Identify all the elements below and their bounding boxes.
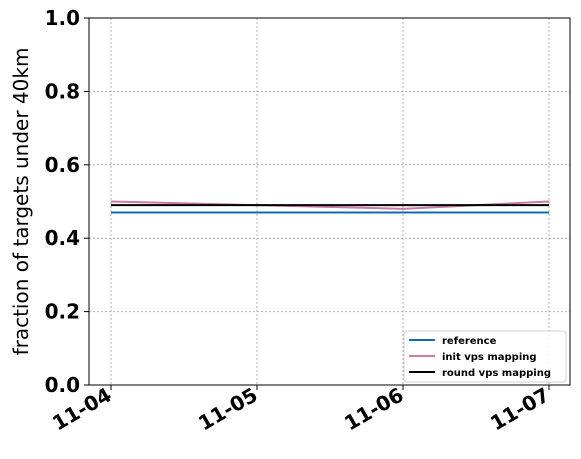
legend-box: [403, 330, 567, 383]
y-axis-label: fraction of targets under 40km: [9, 48, 33, 356]
legend-label: init vps mapping: [442, 352, 537, 363]
y-tick-label: 0.4: [45, 226, 80, 250]
legend-label: round vps mapping: [442, 368, 551, 379]
x-axis: 11-04 11-05 11-06 11-07: [48, 383, 553, 436]
y-tick-label: 0.2: [45, 300, 80, 324]
y-tick-label: 0.0: [45, 373, 80, 397]
plot-frame: [88, 17, 571, 386]
y-tick-label: 1.0: [45, 6, 80, 30]
legend-label: reference: [442, 336, 497, 347]
y-tick-label: 0.8: [45, 79, 80, 103]
y-axis: 0.0 0.2 0.4 0.6 0.8 1.0: [45, 6, 89, 397]
legend: reference init vps mapping round vps mappi…: [403, 330, 567, 383]
x-tick-label: 11-07: [486, 383, 553, 436]
x-tick-label: 11-06: [340, 383, 407, 436]
x-tick-label: 11-05: [194, 383, 261, 436]
series-lines: [110, 200, 550, 214]
grid: [89, 17, 570, 386]
y-tick-label: 0.6: [45, 153, 80, 177]
